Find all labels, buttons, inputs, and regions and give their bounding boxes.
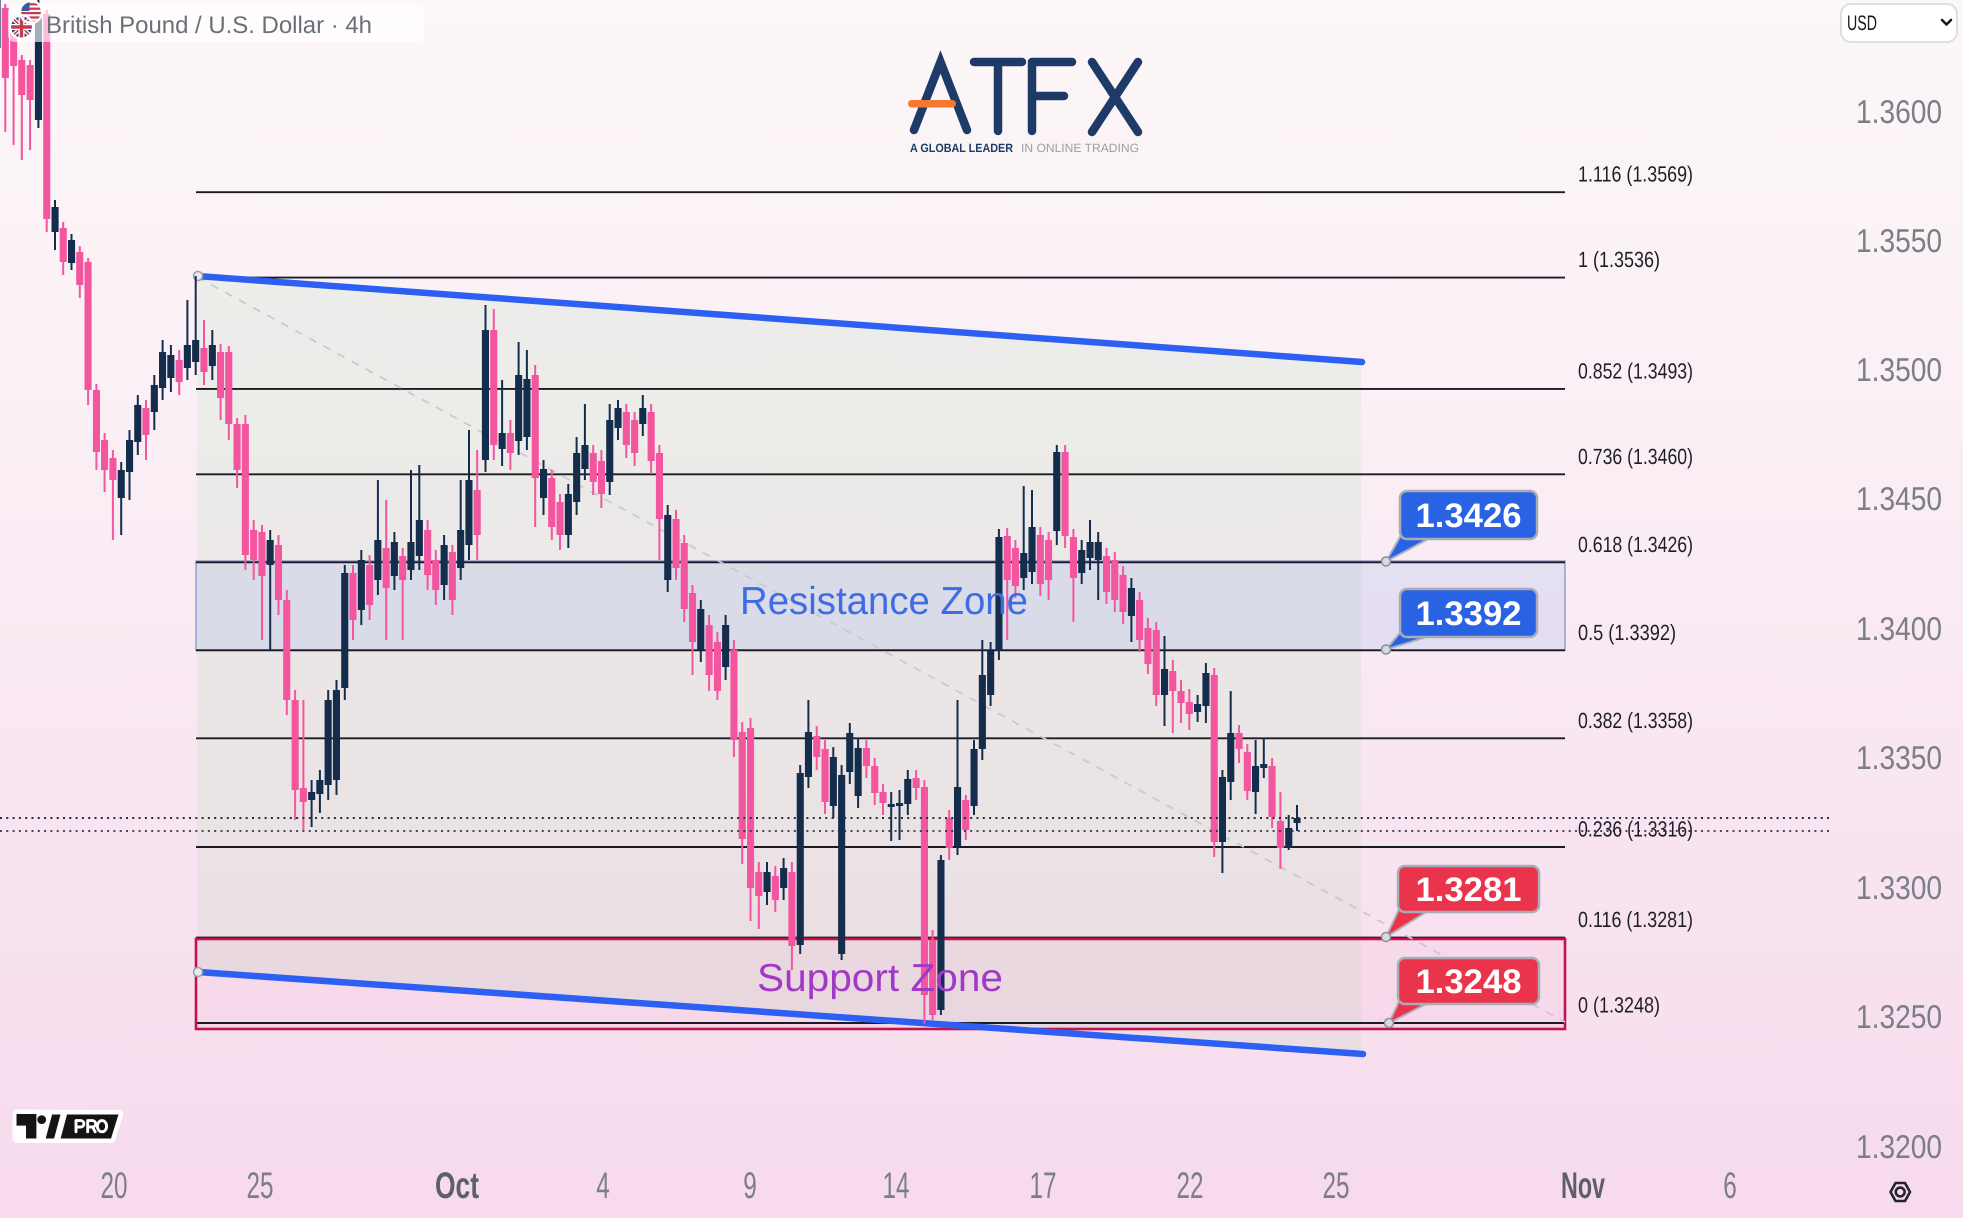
svg-text:1.3550: 1.3550 — [1856, 222, 1942, 259]
svg-text:Resistance Zone: Resistance Zone — [740, 580, 1028, 623]
svg-text:0.116 (1.3281): 0.116 (1.3281) — [1578, 907, 1693, 932]
svg-text:Support Zone: Support Zone — [757, 957, 1003, 1000]
svg-text:Oct: Oct — [435, 1165, 479, 1206]
svg-text:17: 17 — [1030, 1165, 1057, 1206]
svg-text:4: 4 — [596, 1165, 610, 1206]
svg-text:14: 14 — [883, 1165, 910, 1206]
svg-text:0.236 (1.3316): 0.236 (1.3316) — [1578, 817, 1693, 842]
svg-text:1.116 (1.3569): 1.116 (1.3569) — [1578, 162, 1693, 187]
svg-text:1.3450: 1.3450 — [1856, 480, 1942, 517]
svg-text:0.852 (1.3493): 0.852 (1.3493) — [1578, 358, 1693, 383]
svg-text:1.3600: 1.3600 — [1856, 93, 1942, 130]
svg-text:0 (1.3248): 0 (1.3248) — [1578, 993, 1660, 1018]
svg-text:USD: USD — [1847, 12, 1877, 35]
svg-text:20: 20 — [101, 1165, 128, 1206]
svg-text:0.5 (1.3392): 0.5 (1.3392) — [1578, 620, 1676, 645]
svg-text:0.618 (1.3426): 0.618 (1.3426) — [1578, 532, 1693, 557]
svg-text:0.736 (1.3460): 0.736 (1.3460) — [1578, 444, 1693, 469]
svg-text:25: 25 — [247, 1165, 274, 1206]
svg-text:1.3426: 1.3426 — [1416, 497, 1522, 535]
svg-text:1 (1.3536): 1 (1.3536) — [1578, 247, 1660, 272]
svg-text:1.3400: 1.3400 — [1856, 610, 1942, 647]
svg-text:1.3250: 1.3250 — [1856, 998, 1942, 1035]
svg-text:1.3350: 1.3350 — [1856, 739, 1942, 776]
svg-text:1.3300: 1.3300 — [1856, 869, 1942, 906]
svg-text:0.382 (1.3358): 0.382 (1.3358) — [1578, 708, 1693, 733]
svg-text:Nov: Nov — [1561, 1165, 1605, 1206]
svg-text:25: 25 — [1323, 1165, 1350, 1206]
svg-text:1.3200: 1.3200 — [1856, 1128, 1942, 1165]
svg-text:1.3248: 1.3248 — [1416, 963, 1522, 1001]
svg-text:IN ONLINE TRADING: IN ONLINE TRADING — [1021, 141, 1139, 155]
svg-text:British Pound / U.S. Dollar ·: British Pound / U.S. Dollar · 4h — [46, 12, 372, 39]
svg-text:1.3281: 1.3281 — [1416, 871, 1522, 909]
svg-text:9: 9 — [743, 1165, 757, 1206]
svg-text:1.3392: 1.3392 — [1416, 595, 1522, 633]
svg-text:A GLOBAL LEADER: A GLOBAL LEADER — [910, 141, 1013, 155]
svg-text:1.3500: 1.3500 — [1856, 351, 1942, 388]
svg-text:6: 6 — [1723, 1165, 1737, 1206]
svg-text:22: 22 — [1177, 1165, 1204, 1206]
